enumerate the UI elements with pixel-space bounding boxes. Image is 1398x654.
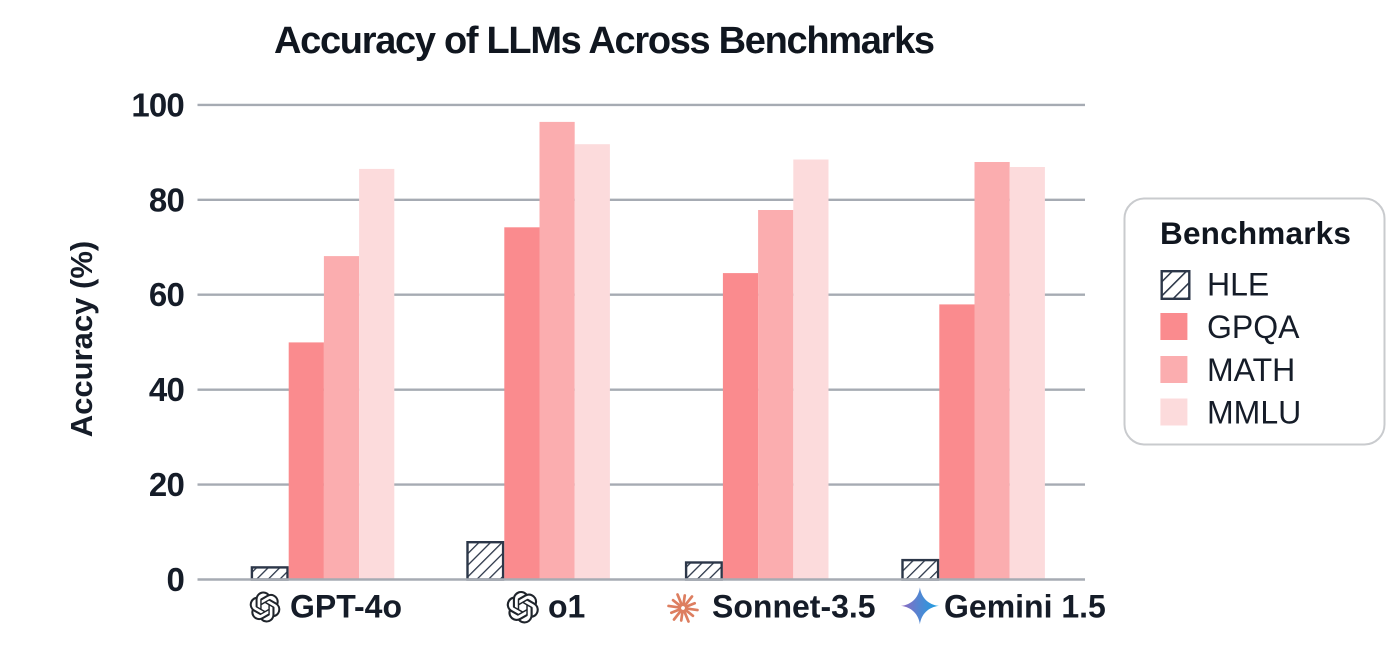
svg-text:GPQA: GPQA xyxy=(1207,309,1300,345)
svg-text:Benchmarks: Benchmarks xyxy=(1160,215,1351,251)
svg-text:0: 0 xyxy=(166,561,184,598)
svg-text:MATH: MATH xyxy=(1207,352,1295,388)
svg-text:Accuracy (%): Accuracy (%) xyxy=(64,241,99,437)
svg-text:HLE: HLE xyxy=(1207,267,1269,303)
svg-text:60: 60 xyxy=(149,276,184,313)
svg-text:GPT-4o: GPT-4o xyxy=(290,589,402,625)
svg-text:Gemini 1.5: Gemini 1.5 xyxy=(944,589,1106,625)
svg-text:20: 20 xyxy=(149,466,184,503)
svg-text:Accuracy of LLMs Across Benchm: Accuracy of LLMs Across Benchmarks xyxy=(274,20,934,62)
svg-text:Sonnet-3.5: Sonnet-3.5 xyxy=(712,589,876,625)
svg-text:100: 100 xyxy=(131,86,184,123)
svg-text:o1: o1 xyxy=(548,589,585,625)
svg-text:80: 80 xyxy=(149,181,184,218)
svg-text:40: 40 xyxy=(149,371,184,408)
svg-text:MMLU: MMLU xyxy=(1207,395,1301,431)
